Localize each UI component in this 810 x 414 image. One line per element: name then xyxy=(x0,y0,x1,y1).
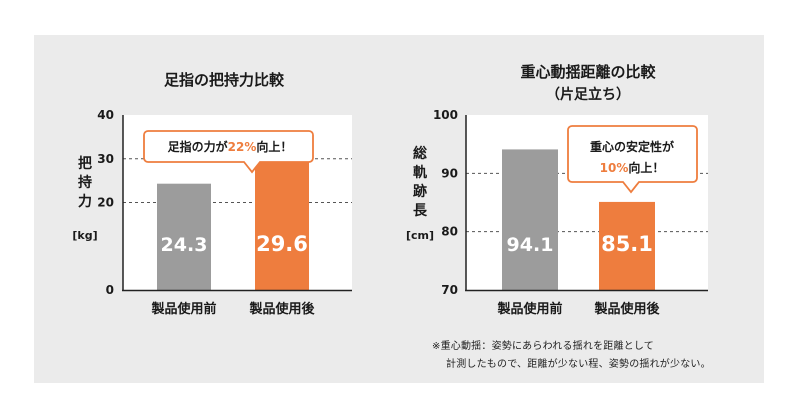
sway-callout-line1: 重心の安定性が xyxy=(590,139,674,154)
sway-value-label-before: 94.1 xyxy=(507,234,554,256)
sway-y-label-char: 長 xyxy=(413,203,428,219)
grip-bars xyxy=(157,160,309,290)
sway-y-tick-label: 80 xyxy=(441,225,458,239)
grip-callout-suffix: 向上！ xyxy=(256,139,292,154)
grip-chart-title: 足指の把持力比較 xyxy=(164,71,285,89)
grip-value-label-after: 29.6 xyxy=(256,232,308,256)
sway-category-label-before: 製品使用前 xyxy=(496,301,562,317)
sway-y-ticks: 70 80 90 100 xyxy=(433,108,458,297)
sway-y-tick-label: 100 xyxy=(433,108,458,122)
svg-text:足指の力が22%向上！: 足指の力が22%向上！ xyxy=(168,139,293,154)
grip-category-label-after: 製品使用後 xyxy=(248,301,315,317)
sway-bar-after xyxy=(599,201,655,290)
sway-value-label-after: 85.1 xyxy=(601,232,653,256)
sway-y-label-char: 総 xyxy=(413,145,427,162)
grip-y-ticks: 0 20 30 40 xyxy=(97,108,114,297)
grip-callout: 足指の力が22%向上！ xyxy=(143,130,314,174)
grip-y-tick-label: 30 xyxy=(97,152,114,166)
grip-bar-before xyxy=(157,183,211,290)
grip-y-tick-label: 20 xyxy=(97,196,114,210)
grip-y-tick-label: 0 xyxy=(106,283,114,297)
sway-callout-highlight: 10% xyxy=(600,161,629,175)
svg-text:10%向上！: 10%向上！ xyxy=(600,160,665,175)
grip-y-label-char: 力 xyxy=(78,193,92,210)
sway-category-label-after: 製品使用後 xyxy=(593,301,660,317)
footnote-line1: ※重心動揺：姿勢にあらわれる揺れを距離として xyxy=(432,341,654,352)
sway-y-label-char: 跡 xyxy=(413,183,427,200)
grip-value-label-before: 24.3 xyxy=(161,234,208,256)
sway-chart: 重心動揺距離の比較 （片足立ち） 94.1 85.1 70 80 90 100 総軌跡長… xyxy=(406,63,708,317)
sway-y-tick-label: 90 xyxy=(441,166,458,180)
grip-bar-after xyxy=(255,160,309,290)
grip-chart: 足指の把持力比較 24.3 29.6 0 20 30 40 把持力 [kg] 製品使用前… xyxy=(72,71,352,317)
grip-y-label-char: 持 xyxy=(78,174,92,191)
sway-bars xyxy=(502,149,655,290)
sway-y-label-char: 軌 xyxy=(413,164,427,181)
grip-y-label-char: 把 xyxy=(78,155,92,172)
sway-category-labels: 製品使用前 製品使用後 xyxy=(496,301,660,317)
sway-callout: 重心の安定性が 10%向上！ xyxy=(567,125,698,194)
grip-value-labels: 24.3 29.6 xyxy=(161,232,308,256)
grip-category-labels: 製品使用前 製品使用後 xyxy=(150,301,315,317)
sway-callout-suffix: 向上！ xyxy=(628,160,664,175)
grip-category-label-before: 製品使用前 xyxy=(150,301,216,317)
footnote-line2: 計測したもので、距離が少ない程、姿勢の揺れが少ない。 xyxy=(446,359,711,370)
grip-y-axis-label: 把持力 xyxy=(78,155,92,210)
sway-y-unit: [cm] xyxy=(406,229,434,242)
sway-chart-title: 重心動揺距離の比較 xyxy=(520,63,656,81)
grip-y-tick-label: 40 xyxy=(97,108,114,122)
grip-y-unit: [kg] xyxy=(72,229,97,242)
grip-callout-highlight: 22% xyxy=(228,140,257,154)
sway-y-tick-label: 70 xyxy=(441,283,458,297)
sway-value-labels: 94.1 85.1 xyxy=(507,232,653,256)
sway-bar-before xyxy=(502,149,558,290)
grip-callout-prefix: 足指の力が xyxy=(168,139,228,154)
sway-chart-subtitle: （片足立ち） xyxy=(546,86,630,103)
